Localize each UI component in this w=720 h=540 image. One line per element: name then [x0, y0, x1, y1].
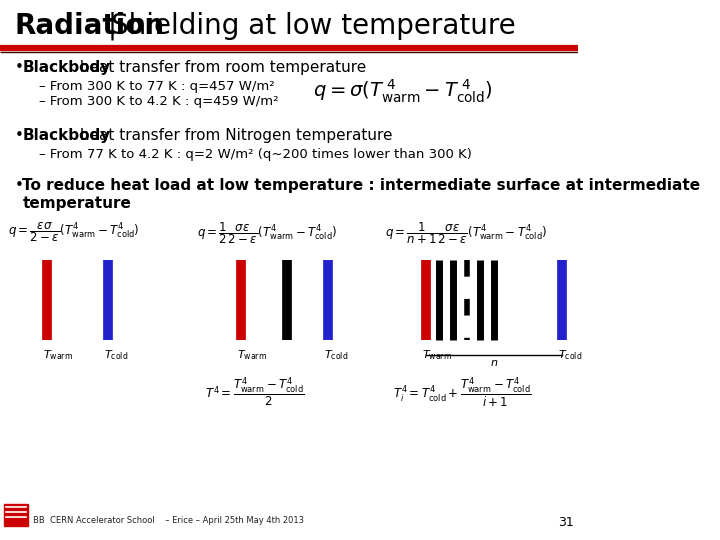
Text: $T_{\rm warm}$: $T_{\rm warm}$: [422, 348, 451, 362]
Text: – From 300 K to 4.2 K : q=459 W/m²: – From 300 K to 4.2 K : q=459 W/m²: [39, 95, 278, 108]
Text: To reduce heat load at low temperature : intermediate surface at intermediate: To reduce heat load at low temperature :…: [22, 178, 701, 193]
Text: •: •: [14, 128, 23, 143]
Text: – From 300 K to 77 K : q=457 W/m²: – From 300 K to 77 K : q=457 W/m²: [39, 80, 274, 93]
Text: Blackbody: Blackbody: [22, 60, 111, 75]
Text: $q = \dfrac{1}{n+1}\dfrac{\sigma\varepsilon}{2-\varepsilon}(T_{\rm warm}^{4} - T: $q = \dfrac{1}{n+1}\dfrac{\sigma\varepsi…: [385, 220, 548, 246]
Text: $T^{4} = \dfrac{T_{\rm warm}^{4} - T_{\rm cold}^{4}}{2}$: $T^{4} = \dfrac{T_{\rm warm}^{4} - T_{\r…: [204, 375, 305, 408]
Text: $T_{\rm cold}$: $T_{\rm cold}$: [558, 348, 582, 362]
Text: $q = \sigma(T_{\rm warm}^{\ 4} - T_{\rm cold}^{\ 4})$: $q = \sigma(T_{\rm warm}^{\ 4} - T_{\rm …: [313, 78, 493, 105]
Text: $T_{\rm cold}$: $T_{\rm cold}$: [323, 348, 348, 362]
Text: $q = \dfrac{1}{2}\dfrac{\sigma\varepsilon}{2-\varepsilon}(T_{\rm warm}^{4} - T_{: $q = \dfrac{1}{2}\dfrac{\sigma\varepsilo…: [197, 220, 337, 246]
Text: |: |: [99, 12, 126, 40]
Text: heat transfer from Nitrogen temperature: heat transfer from Nitrogen temperature: [76, 128, 393, 143]
Text: heat transfer from room temperature: heat transfer from room temperature: [76, 60, 366, 75]
Text: $T_{\rm cold}$: $T_{\rm cold}$: [104, 348, 129, 362]
Text: $T_{\rm warm}$: $T_{\rm warm}$: [42, 348, 73, 362]
Bar: [4, 504, 28, 526]
Text: temperature: temperature: [22, 196, 131, 211]
Text: BB  CERN Accelerator School    – Erice – April 25th May 4th 2013: BB CERN Accelerator School – Erice – Apr…: [33, 516, 304, 525]
Text: •: •: [14, 60, 23, 75]
Text: •: •: [14, 178, 23, 193]
Text: $q = \dfrac{\varepsilon\sigma}{2-\varepsilon}(T_{\rm warm}^{4} - T_{\rm cold}^{4: $q = \dfrac{\varepsilon\sigma}{2-\vareps…: [8, 220, 140, 244]
Text: Shielding at low temperature: Shielding at low temperature: [111, 12, 516, 40]
Text: 31: 31: [557, 516, 573, 529]
Text: $n$: $n$: [490, 358, 498, 368]
Text: Blackbody: Blackbody: [22, 128, 111, 143]
Text: Radiation: Radiation: [14, 12, 165, 40]
Text: – From 77 K to 4.2 K : q=2 W/m² (q∼200 times lower than 300 K): – From 77 K to 4.2 K : q=2 W/m² (q∼200 t…: [39, 148, 472, 161]
Text: $T_{\rm warm}$: $T_{\rm warm}$: [237, 348, 267, 362]
Text: $T_i^{4} = T_{\rm cold}^{4} + \dfrac{T_{\rm warm}^{4} - T_{\rm cold}^{4}}{i+1}$: $T_i^{4} = T_{\rm cold}^{4} + \dfrac{T_{…: [394, 375, 532, 409]
